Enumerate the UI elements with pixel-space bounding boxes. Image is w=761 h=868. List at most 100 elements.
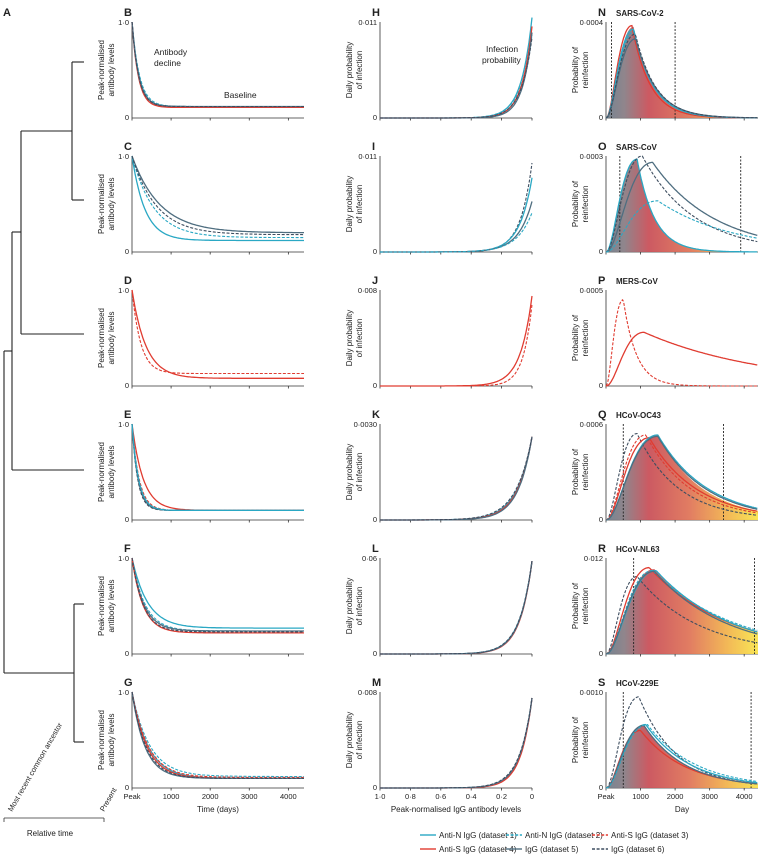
panel-b: B 0 1·0 Peak-normalised antibody levels Antib… [97, 7, 304, 122]
annotation-decline: decline [154, 58, 181, 68]
series-line-anti_s_4 [380, 295, 533, 387]
legend-label-igg_5: IgG (dataset 5) [525, 845, 579, 854]
y-axis-label: Daily probability [345, 444, 354, 500]
y-tick-label-top: 0·0030 [354, 420, 377, 429]
virus-name: HCoV-NL63 [616, 545, 660, 554]
series-line-anti_s_4 [131, 21, 304, 109]
series-line-anti_n_2 [131, 155, 304, 239]
panel-label-j: J [372, 275, 378, 287]
panel-label-b: B [124, 7, 132, 19]
series-line-anti_n_1 [605, 158, 758, 253]
series-line-igg_6 [380, 697, 533, 789]
annotation-baseline: Baseline [224, 90, 257, 100]
y-axis-label: antibody levels [107, 446, 116, 499]
series-line-igg_6 [131, 155, 305, 236]
series-line-anti_s_3 [131, 423, 304, 511]
y-axis-label: reinfection [581, 454, 590, 491]
tree-tick-label-mrca: Most recent common ancestor [6, 721, 64, 813]
series-line-anti_n_1 [131, 423, 304, 512]
series-line-igg_5 [605, 161, 758, 253]
y-tick-label-top: 0·0004 [580, 18, 603, 27]
y-tick-label-0: 0 [373, 247, 377, 256]
panel-label-n: N [598, 7, 606, 19]
y-axis-label: of infection [355, 319, 364, 358]
panel-label-p: P [598, 275, 605, 287]
series-line-anti_s_4 [380, 436, 533, 521]
y-tick-label-0: 0 [125, 247, 129, 256]
y-axis-label: Probability of [571, 716, 580, 763]
series-line-anti_s_4 [380, 26, 533, 119]
panel-label-q: Q [598, 409, 607, 421]
series-line-anti_n_1 [380, 17, 533, 119]
series-line-igg_6 [131, 691, 304, 779]
tree-axis-label: Relative time [27, 829, 74, 838]
series-line-igg_6 [380, 162, 533, 253]
y-axis-label: Daily probability [345, 712, 354, 768]
panel-l: L 0 0·06 Daily probability of infection [345, 543, 533, 658]
x-tick-label: 4000 [280, 792, 297, 801]
annotation-probability: probability [482, 55, 521, 65]
y-axis-label: of infection [355, 587, 364, 626]
y-tick-label-top: 0·06 [362, 554, 377, 563]
series-line-anti_n_2 [131, 691, 304, 778]
y-tick-label-top: 0·008 [358, 688, 377, 697]
panel-label-o: O [598, 141, 607, 153]
panel-label-c: C [124, 141, 132, 153]
x-tick-label: 1·0 [375, 792, 386, 801]
panel-o: O SARS-CoV 0 0·0003 Probability of reinfectio… [571, 141, 758, 256]
y-axis-label: Daily probability [345, 176, 354, 232]
series-line-igg_5 [380, 201, 533, 253]
series-line-igg_6 [131, 423, 304, 511]
y-tick-label-0: 0 [599, 381, 603, 390]
y-axis-label: Peak-normalised [97, 710, 106, 770]
panel-n: N SARS-CoV-2 0 0·0004 Probability of reinfect… [571, 7, 758, 122]
panel-label-a: A [3, 7, 11, 19]
y-axis-label: antibody levels [107, 44, 116, 97]
y-tick-label-top: 1·0 [118, 286, 129, 295]
panel-r: R HCoV-NL63 0 0·012 Probability of reinfectio… [571, 543, 758, 658]
series-line-anti_n_2 [605, 200, 758, 253]
y-axis-label: Peak-normalised [97, 442, 106, 502]
series-line-igg_5 [605, 570, 758, 655]
panel-label-g: G [124, 677, 133, 689]
y-tick-label-top: 0·012 [584, 554, 603, 563]
y-axis-label: Daily probability [345, 578, 354, 634]
series-line-anti_s_4 [131, 423, 304, 512]
y-tick-label-top: 0·0005 [580, 286, 603, 295]
series-line-igg_5 [131, 557, 304, 632]
panel-p: P MERS-CoV 0 0·0005 Probability of reinfectio… [571, 275, 758, 390]
y-tick-label-top: 0·0003 [580, 152, 603, 161]
y-axis-label: reinfection [581, 320, 590, 357]
x-tick-label: 3000 [241, 792, 258, 801]
series-line-igg_5 [605, 38, 758, 119]
legend: Anti-N IgG (dataset 1) Anti-N IgG (datase… [420, 831, 689, 854]
y-axis-label: antibody levels [107, 714, 116, 767]
panel-label-e: E [124, 409, 131, 421]
y-axis-label: antibody levels [107, 312, 116, 365]
x-tick-label: 1000 [632, 792, 649, 801]
series-line-anti_s_4 [131, 289, 304, 379]
panel-k: K 0 0·0030 Daily probability of infection [345, 409, 533, 524]
y-tick-label-0: 0 [599, 515, 603, 524]
y-tick-label-top: 1·0 [118, 420, 129, 429]
y-tick-label-top: 1·0 [118, 152, 129, 161]
panel-c: C 0 1·0 Peak-normalised antibody levels [97, 141, 305, 256]
reinfection-area [606, 26, 758, 118]
y-axis-label: reinfection [581, 186, 590, 223]
y-axis-label: antibody levels [107, 580, 116, 633]
panel-label-l: L [372, 543, 379, 555]
x-tick-label: 2000 [667, 792, 684, 801]
legend-label-anti_n_1: Anti-N IgG (dataset 1) [439, 831, 517, 840]
panel-s: S HCoV-229E 0 0·0010 Probability of reinfecti… [571, 677, 758, 814]
series-line-anti_n_1 [380, 177, 533, 253]
series-line-igg_6 [131, 557, 304, 633]
panel-label-r: R [598, 543, 606, 555]
y-axis-label: Peak-normalised [97, 308, 106, 368]
series-line-anti_n_2 [131, 557, 304, 632]
panel-e: E 0 1·0 Peak-normalised antibody levels [97, 409, 304, 524]
panel-h: H 0 0·011 Daily probability of infection Infe… [345, 7, 533, 122]
y-axis-label: reinfection [581, 722, 590, 759]
series-line-anti_n_1 [131, 557, 304, 629]
